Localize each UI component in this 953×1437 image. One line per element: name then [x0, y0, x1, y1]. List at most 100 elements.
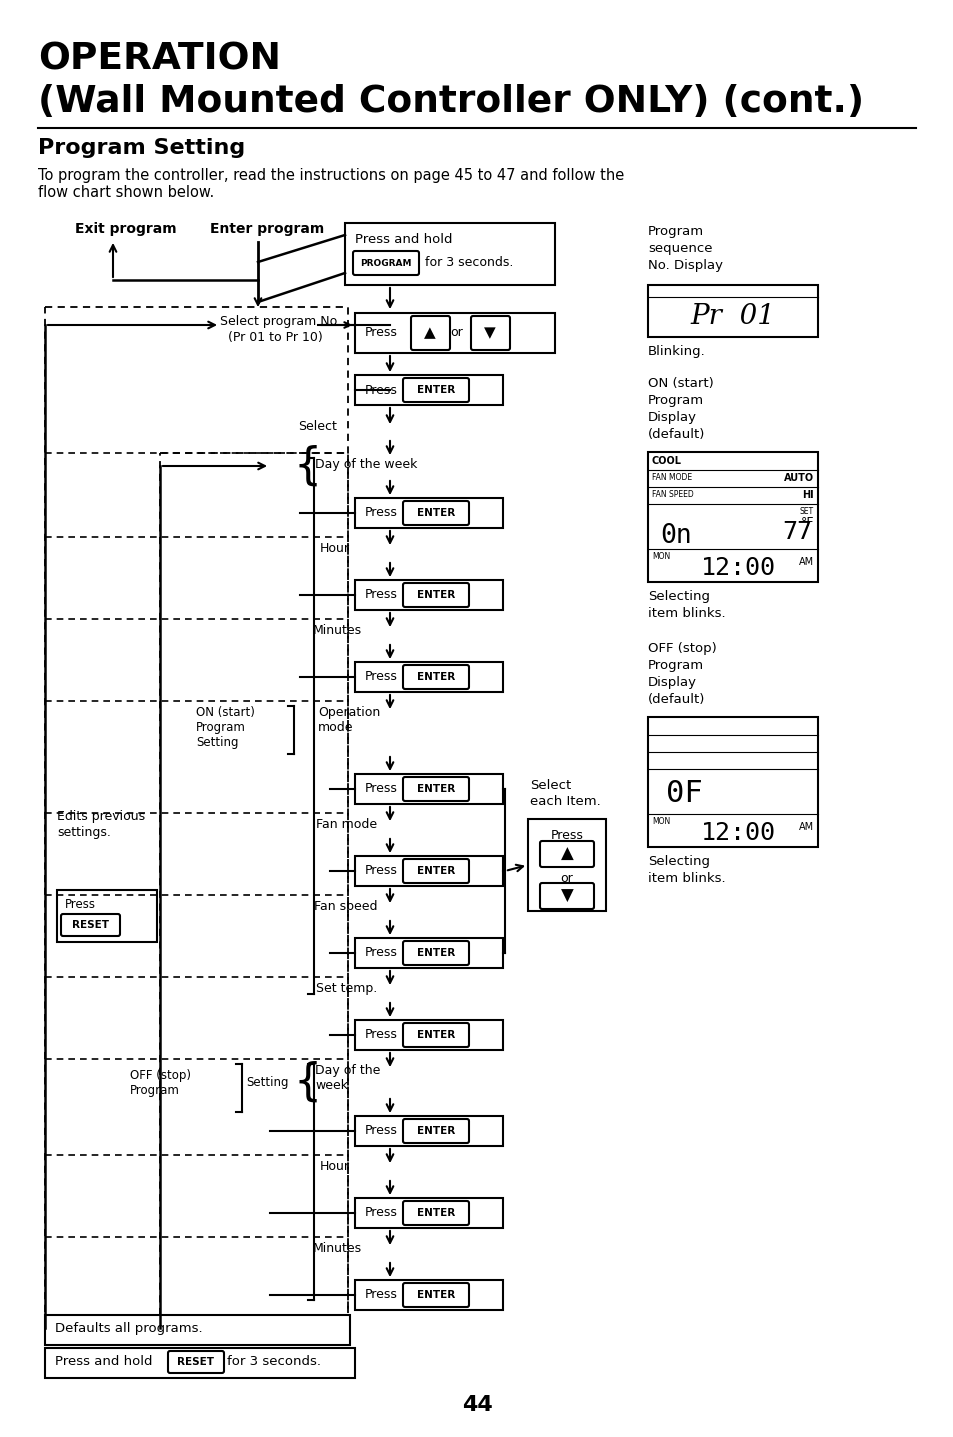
- Text: Program: Program: [647, 394, 703, 407]
- Text: ▼: ▼: [560, 887, 573, 905]
- Text: ON (start): ON (start): [195, 706, 254, 718]
- Text: for 3 seconds.: for 3 seconds.: [227, 1355, 320, 1368]
- Text: HI: HI: [801, 490, 813, 500]
- Text: No. Display: No. Display: [647, 259, 722, 272]
- Text: Press: Press: [365, 1029, 397, 1042]
- Text: Display: Display: [647, 411, 697, 424]
- Text: Setting: Setting: [195, 736, 238, 749]
- Text: 44: 44: [461, 1395, 492, 1415]
- FancyBboxPatch shape: [402, 1119, 469, 1142]
- Bar: [355, 938, 502, 969]
- Text: for 3 seconds.: for 3 seconds.: [424, 256, 513, 270]
- Bar: [160, 453, 348, 1328]
- FancyBboxPatch shape: [61, 914, 120, 935]
- Text: {: {: [294, 444, 322, 487]
- Bar: [345, 223, 555, 285]
- Text: ▲: ▲: [424, 326, 436, 341]
- Text: Press: Press: [365, 671, 397, 684]
- Text: OFF (stop): OFF (stop): [130, 1069, 191, 1082]
- Bar: [355, 775, 502, 803]
- Text: AM: AM: [798, 558, 813, 568]
- Text: Set temp.: Set temp.: [315, 981, 376, 994]
- Bar: [45, 1315, 350, 1345]
- Text: RESET: RESET: [72, 920, 110, 930]
- FancyBboxPatch shape: [402, 777, 469, 800]
- Bar: [355, 662, 502, 693]
- Bar: [647, 453, 817, 582]
- Text: AUTO: AUTO: [783, 473, 813, 483]
- Text: Select: Select: [297, 420, 336, 433]
- Bar: [355, 1198, 502, 1229]
- FancyBboxPatch shape: [411, 316, 450, 351]
- Text: item blinks.: item blinks.: [647, 606, 725, 619]
- Text: mode: mode: [317, 721, 354, 734]
- Text: Exit program: Exit program: [75, 221, 176, 236]
- Text: OPERATION: OPERATION: [38, 42, 281, 78]
- Text: Press: Press: [365, 384, 397, 397]
- Text: Press: Press: [365, 947, 397, 960]
- Text: 0F: 0F: [665, 779, 702, 808]
- Text: Display: Display: [647, 675, 697, 688]
- Text: each Item.: each Item.: [530, 795, 600, 808]
- Bar: [647, 717, 817, 846]
- Bar: [355, 1020, 502, 1050]
- Text: Program: Program: [647, 660, 703, 673]
- Text: ▲: ▲: [560, 845, 573, 864]
- Text: Defaults all programs.: Defaults all programs.: [55, 1322, 202, 1335]
- Text: Selecting: Selecting: [647, 591, 709, 604]
- Text: Select: Select: [530, 779, 571, 792]
- FancyBboxPatch shape: [402, 1201, 469, 1224]
- Text: Press: Press: [365, 589, 397, 602]
- Text: ENTER: ENTER: [416, 591, 455, 601]
- Text: Select program No.: Select program No.: [220, 315, 340, 328]
- Bar: [355, 1117, 502, 1145]
- Text: Program Setting: Program Setting: [38, 138, 245, 158]
- FancyBboxPatch shape: [471, 316, 510, 351]
- Text: Day of the week: Day of the week: [314, 458, 416, 471]
- Bar: [355, 581, 502, 609]
- Text: Enter program: Enter program: [210, 221, 324, 236]
- Text: or: or: [450, 326, 463, 339]
- Text: FAN SPEED: FAN SPEED: [651, 490, 693, 499]
- Text: ENTER: ENTER: [416, 1127, 455, 1137]
- Text: Press: Press: [365, 1207, 397, 1220]
- Text: PROGRAM: PROGRAM: [360, 259, 412, 267]
- Text: week: week: [314, 1079, 348, 1092]
- Text: ENTER: ENTER: [416, 673, 455, 683]
- Text: COOL: COOL: [651, 456, 681, 466]
- Text: ENTER: ENTER: [416, 1030, 455, 1040]
- Text: Minutes: Minutes: [313, 1242, 362, 1255]
- Text: Blinking.: Blinking.: [647, 345, 705, 358]
- Text: Press and hold: Press and hold: [355, 233, 452, 246]
- FancyBboxPatch shape: [402, 1023, 469, 1048]
- Text: ENTER: ENTER: [416, 785, 455, 795]
- FancyBboxPatch shape: [539, 841, 594, 867]
- Text: Press: Press: [365, 1125, 397, 1138]
- FancyBboxPatch shape: [402, 583, 469, 606]
- FancyBboxPatch shape: [402, 859, 469, 882]
- Text: Press: Press: [365, 506, 397, 520]
- Text: (default): (default): [647, 428, 704, 441]
- FancyBboxPatch shape: [402, 941, 469, 966]
- Text: item blinks.: item blinks.: [647, 872, 725, 885]
- Text: 12:00: 12:00: [700, 556, 775, 581]
- Text: ENTER: ENTER: [416, 948, 455, 958]
- Text: Pr  01: Pr 01: [690, 303, 775, 331]
- Text: ENTER: ENTER: [416, 867, 455, 877]
- Text: MON: MON: [651, 552, 670, 560]
- Text: or: or: [560, 872, 573, 885]
- Text: Fan speed: Fan speed: [314, 900, 377, 912]
- Text: AM: AM: [798, 822, 813, 832]
- Text: SET: SET: [799, 507, 813, 516]
- Text: ON (start): ON (start): [647, 376, 713, 389]
- Bar: [355, 1280, 502, 1311]
- Bar: [355, 856, 502, 887]
- Text: °F: °F: [800, 516, 813, 529]
- Text: Press: Press: [365, 1289, 397, 1302]
- Text: MON: MON: [651, 818, 670, 826]
- FancyBboxPatch shape: [168, 1351, 224, 1372]
- Text: Day of the: Day of the: [314, 1063, 380, 1076]
- Text: Operation: Operation: [317, 706, 380, 718]
- Text: settings.: settings.: [57, 826, 111, 839]
- FancyBboxPatch shape: [539, 882, 594, 910]
